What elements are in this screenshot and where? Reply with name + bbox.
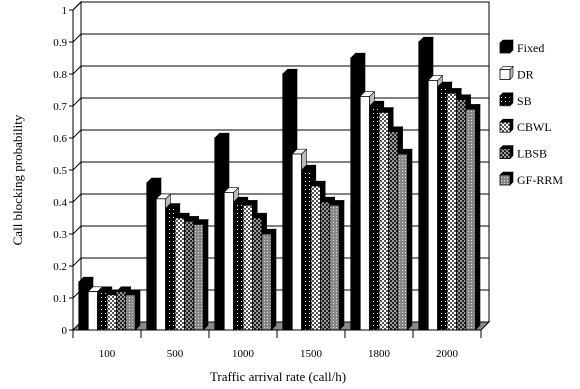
legend-item: DR — [499, 65, 534, 81]
bar — [261, 228, 277, 331]
y-axis-title: Call blocking probability — [10, 114, 25, 245]
y-tick-label: 0.2 — [53, 261, 67, 273]
y-tick-label: 0.8 — [53, 69, 67, 81]
x-tick-label: 1000 — [232, 348, 255, 360]
legend-label: SB — [517, 94, 532, 108]
x-tick-label: 1800 — [368, 348, 391, 360]
legend-label: DR — [517, 67, 534, 81]
bar — [465, 103, 481, 331]
x-tick-label: 2000 — [436, 348, 459, 360]
gridline — [72, 33, 489, 43]
y-tick-label: 0.5 — [53, 165, 67, 177]
legend-swatch — [499, 174, 511, 186]
x-axis-title: Traffic arrival rate (call/h) — [210, 369, 346, 384]
legend-swatch — [499, 148, 511, 160]
x-tick-label: 500 — [167, 348, 184, 360]
legend-label: LBSB — [517, 147, 547, 161]
y-tick-label: 0.1 — [53, 293, 67, 305]
y-tick-label: 0 — [62, 325, 68, 337]
legend-swatch — [499, 42, 511, 54]
y-tick-label: 0.3 — [53, 229, 67, 241]
bar — [193, 218, 209, 331]
y-tick-label: 0.9 — [53, 37, 67, 49]
x-tick-label: 100 — [99, 348, 116, 360]
y-tick-label: 0.6 — [53, 133, 67, 145]
gridline — [72, 1, 489, 11]
bar — [329, 199, 345, 331]
legend-item: LBSB — [499, 144, 547, 161]
legend-item: GF-RRM — [499, 171, 563, 187]
legend-item: Fixed — [499, 39, 544, 55]
legend-label: GF-RRM — [517, 173, 563, 187]
legend-swatch — [499, 121, 511, 133]
legend-item: CBWL — [499, 118, 552, 134]
legend-swatch — [499, 69, 511, 80]
x-tick-label: 1500 — [300, 348, 323, 360]
y-tick-label: 1 — [62, 5, 68, 17]
legend-item: SB — [499, 92, 532, 108]
bar — [125, 289, 141, 331]
legend-label: CBWL — [517, 120, 552, 134]
y-tick-label: 0.7 — [53, 101, 67, 113]
y-tick-label: 0.4 — [53, 197, 67, 209]
legend-label: Fixed — [517, 41, 544, 55]
legend-swatch — [499, 95, 511, 107]
bar — [397, 148, 413, 331]
